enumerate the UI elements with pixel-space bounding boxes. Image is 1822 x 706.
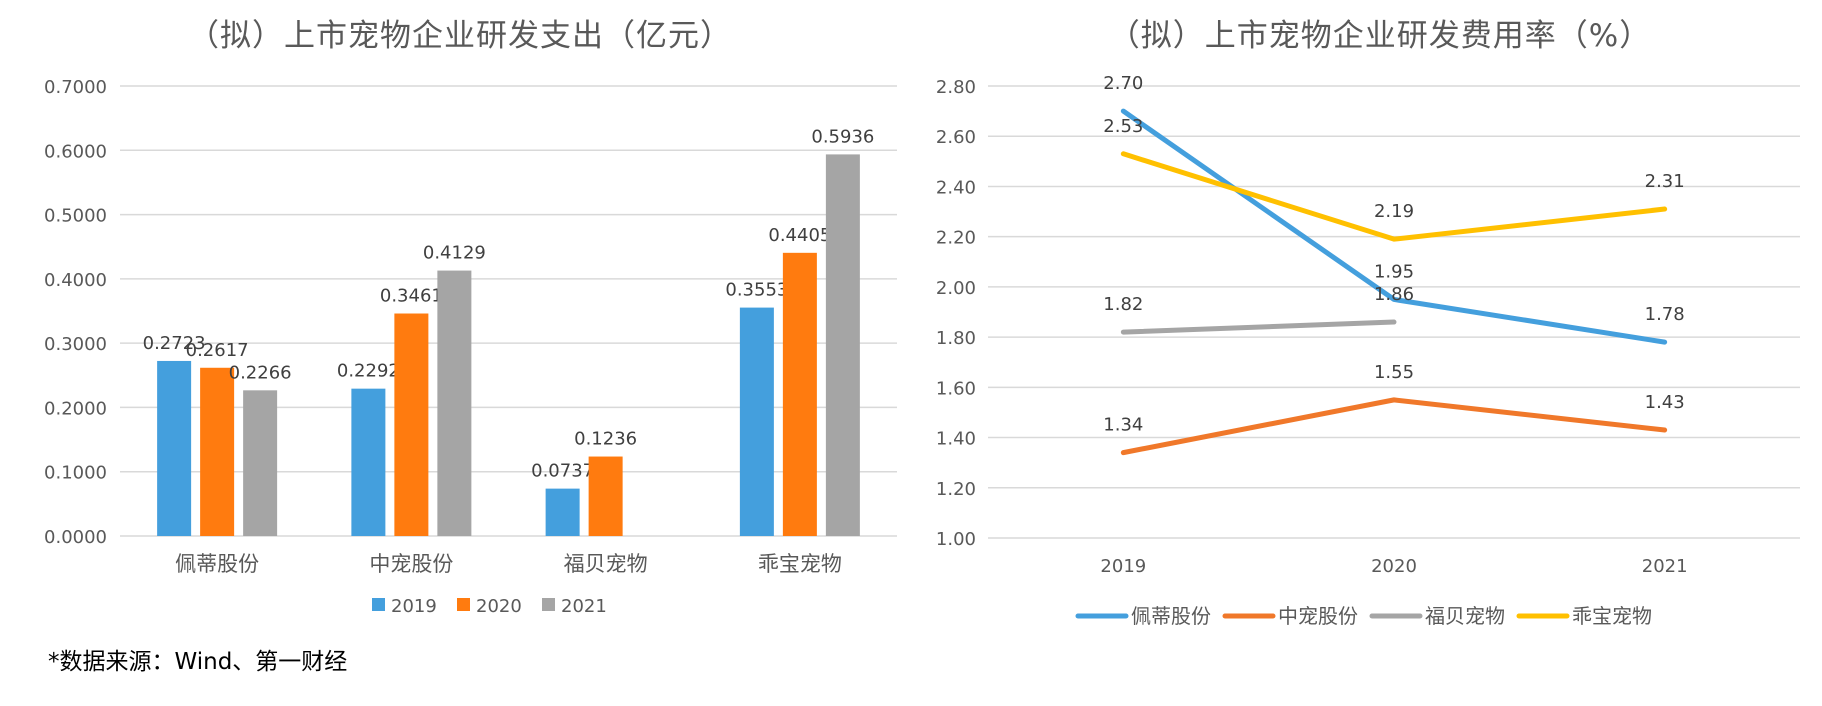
data-label: 1.55 [1374,362,1414,383]
y-tick-label: 0.4000 [44,270,107,291]
x-category-label: 福贝宠物 [564,552,648,576]
bar-value-label: 0.0737 [531,461,594,482]
bar-value-label: 0.1236 [574,429,637,450]
bar [437,270,472,536]
y-tick-label: 1.40 [936,429,976,450]
y-tick-label: 2.40 [936,177,976,198]
data-label: 2.19 [1374,201,1414,222]
x-tick-label: 2019 [1100,556,1146,577]
series-line [1120,108,1668,345]
data-label: 2.31 [1645,171,1685,192]
bar [825,154,860,536]
x-category-label: 中宠股份 [369,552,453,576]
y-tick-label: 2.20 [936,228,976,249]
source-note: *数据来源：Wind、第一财经 [48,649,348,675]
legend-label: 2019 [391,596,437,617]
legend-label: 福贝宠物 [1425,604,1505,628]
legend-label: 2021 [561,596,607,617]
data-label: 1.82 [1103,294,1143,315]
y-tick-label: 0.3000 [44,334,107,355]
bar-value-label: 0.3553 [725,280,788,301]
legend-label: 佩蒂股份 [1131,604,1211,628]
series-line [1120,319,1397,335]
bar [200,367,235,536]
y-tick-label: 1.20 [936,479,976,500]
y-tick-label: 2.80 [936,77,976,98]
data-label: 2.53 [1103,116,1143,137]
bar [588,456,623,536]
legend-label: 乖宝宠物 [1572,604,1652,628]
bar [545,488,580,536]
y-tick-label: 0.6000 [44,141,107,162]
data-label: 1.78 [1645,304,1685,325]
x-tick-label: 2020 [1371,556,1417,577]
data-label: 2.70 [1103,73,1143,94]
bar-value-label: 0.2723 [143,333,206,354]
y-tick-label: 1.00 [936,529,976,550]
series-line [1120,397,1668,456]
bar-value-label: 0.4405 [768,225,831,246]
bar-value-label: 0.4129 [423,243,486,264]
x-category-label: 乖宝宠物 [758,552,842,576]
bar [351,388,386,536]
data-label: 1.34 [1103,415,1143,436]
bar [739,307,774,536]
y-tick-label: 2.60 [936,127,976,148]
bar [157,360,192,536]
bar-value-label: 0.2266 [229,362,292,383]
bar [782,252,817,537]
y-tick-label: 0.0000 [44,527,107,548]
y-tick-label: 2.00 [936,278,976,299]
bar-value-label: 0.2292 [337,361,400,382]
y-tick-label: 0.5000 [44,206,107,227]
legend-label: 2020 [476,596,522,617]
data-label: 1.95 [1374,261,1414,282]
bar-chart-title: （拟）上市宠物企业研发支出（亿元） [188,18,732,54]
x-category-label: 佩蒂股份 [175,552,259,576]
bar-chart: 0.0000 0.1000 0.2000 0.3000 0.4000 0.5000 0.60… [44,77,897,617]
legend-label: 中宠股份 [1278,604,1358,628]
legend-swatch [457,598,470,611]
series-line [1120,151,1668,242]
y-tick-label: 0.7000 [44,77,107,98]
line-chart-title: （拟）上市宠物企业研发费用率（%） [1108,18,1652,54]
bar-value-label: 0.2617 [186,340,249,361]
bar [394,313,429,536]
y-tick-label: 0.2000 [44,398,107,419]
x-tick-label: 2021 [1642,556,1688,577]
bar [243,390,278,536]
legend-swatch [542,598,555,611]
y-tick-label: 1.80 [936,328,976,349]
bar-value-label: 0.5936 [811,126,874,147]
legend-swatch [372,598,385,611]
data-label: 1.86 [1374,284,1414,305]
y-tick-label: 1.60 [936,378,976,399]
y-tick-label: 0.1000 [44,463,107,484]
data-label: 1.43 [1645,392,1685,413]
bar-value-label: 0.3461 [380,286,443,307]
